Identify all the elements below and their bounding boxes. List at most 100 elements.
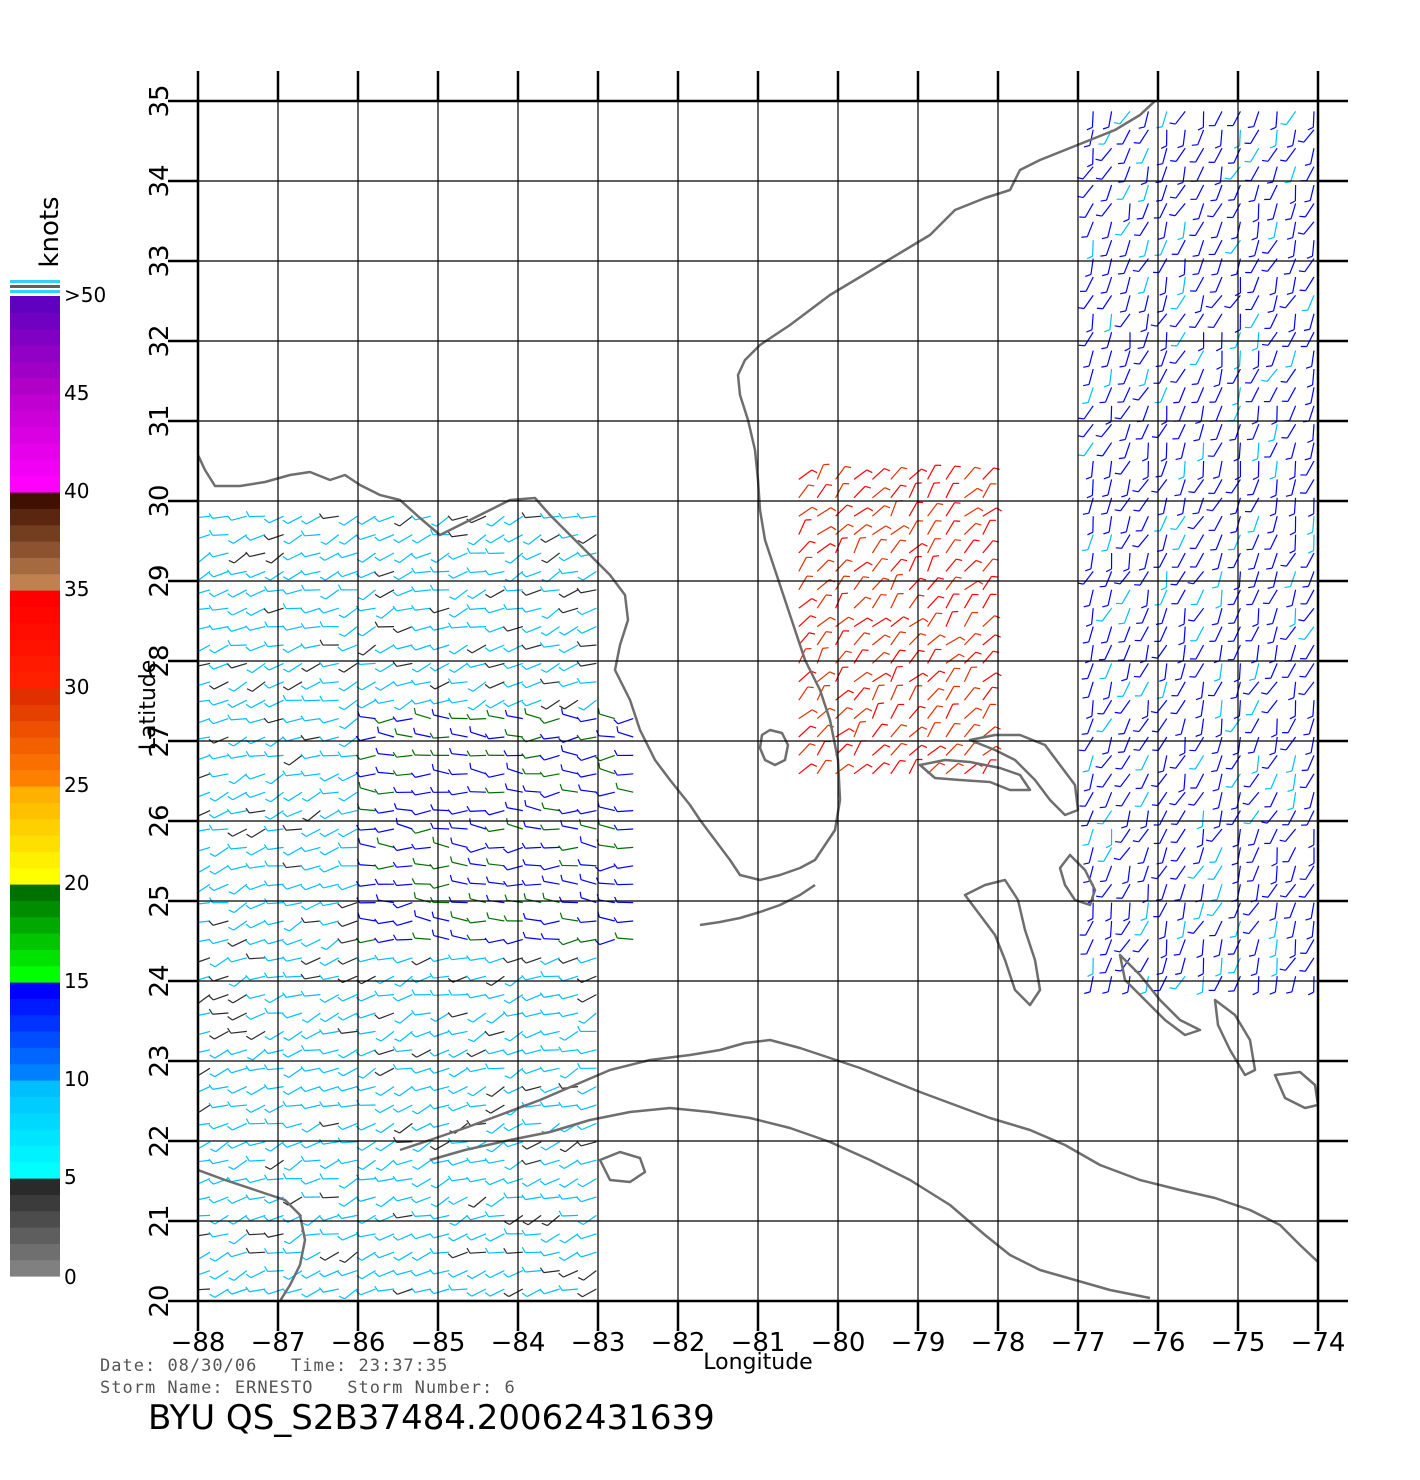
wind-barb: [1250, 313, 1260, 328]
storm-number-label: Storm Number:: [347, 1378, 494, 1398]
wind-barb: [433, 699, 450, 705]
wind-barb: [798, 615, 811, 628]
wind-barb: [1213, 681, 1223, 696]
wind-barb: [471, 1233, 487, 1241]
wind-barb: [396, 773, 413, 777]
wind-barb-flag: [227, 832, 233, 837]
wind-barb: [288, 1067, 303, 1078]
wind-barb-flag: [410, 645, 417, 651]
wind-barb: [1145, 166, 1149, 183]
wind-barb: [945, 483, 954, 499]
wind-barb-flag: [918, 594, 925, 597]
wind-barb-flag: [411, 989, 416, 996]
wind-barb-flag: [539, 1267, 545, 1273]
wind-barb-flag: [541, 802, 545, 809]
wind-barb-flag: [576, 772, 582, 778]
wind-barb: [562, 789, 579, 793]
wind-barb: [945, 723, 956, 738]
wind-barb-flag: [992, 686, 999, 689]
wind-barb-flag: [539, 792, 545, 798]
lon-tick-label: −76: [1131, 1328, 1186, 1358]
wind-barb: [1088, 350, 1094, 367]
wind-barb: [1213, 313, 1223, 328]
wind-barb-flag: [504, 1221, 510, 1226]
wind-barb: [1251, 534, 1260, 550]
wind-barb: [1105, 571, 1113, 587]
wind-barb: [267, 1251, 284, 1255]
wind-barb: [1159, 515, 1168, 532]
wind-barb-flag: [227, 1027, 232, 1034]
wind-barb-flag: [504, 728, 508, 736]
wind-barb: [853, 707, 867, 720]
wind-barb-flag: [484, 1048, 490, 1055]
wind-barb: [1144, 368, 1149, 385]
wind-barb: [871, 762, 885, 775]
wind-barb-flag: [410, 810, 416, 816]
wind-barb-flag: [1215, 347, 1222, 352]
wind-barb: [543, 681, 560, 685]
wind-barb: [1104, 663, 1113, 679]
wind-barb: [1182, 166, 1186, 183]
wind-barb-flag: [392, 903, 398, 909]
wind-barb: [1290, 865, 1297, 882]
wind-barb: [580, 773, 597, 778]
wind-barb-flag: [208, 1231, 214, 1238]
wind-barb-flag: [300, 695, 305, 702]
wind-barb-flag: [1115, 767, 1122, 770]
wind-barb-flag: [226, 626, 232, 632]
wind-barb: [927, 634, 941, 646]
wind-barb-flag: [845, 465, 852, 469]
wind-barb: [1180, 663, 1186, 679]
wind-barb: [361, 1141, 376, 1151]
wind-barb: [1218, 460, 1223, 477]
wind-barb: [231, 662, 247, 669]
axis-ticks: [168, 71, 1348, 1331]
wind-barb-flag: [1085, 476, 1092, 480]
wind-barb: [1124, 424, 1131, 440]
wind-barb: [526, 552, 542, 561]
lat-lon-grid: [197, 100, 1319, 1302]
wind-barb: [488, 736, 505, 740]
wind-barb-flag: [191, 605, 194, 610]
wind-barb: [1120, 221, 1131, 236]
wind-barb: [543, 846, 560, 849]
wind-barb: [286, 902, 303, 907]
wind-barb-flag: [448, 1073, 455, 1078]
wind-barb: [414, 846, 431, 850]
wind-barb-flag: [503, 1192, 508, 1199]
wind-barb-flag: [521, 1246, 526, 1253]
wind-barb-flag: [1286, 292, 1293, 296]
wind-barb: [563, 589, 579, 598]
wind-barb: [379, 552, 395, 562]
wind-barb-flag: [938, 595, 945, 599]
colorbar-segment: [10, 524, 60, 542]
wind-barb: [1256, 644, 1260, 661]
wind-barb-flag: [1268, 439, 1275, 443]
wind-barb-flag: [521, 1159, 527, 1165]
wind-barb-flag: [449, 856, 453, 863]
wind-barb-flag: [283, 1240, 290, 1245]
wind-barb: [212, 828, 229, 831]
wind-barb-flag: [484, 772, 490, 778]
colorbar-label: 40: [64, 479, 89, 503]
wind-barb-flag: [1114, 950, 1121, 953]
wind-barb-flag: [339, 1259, 346, 1264]
wind-barb: [506, 715, 523, 720]
wind-barb: [1272, 608, 1278, 624]
lat-tick-label: 21: [145, 1204, 175, 1237]
wind-barb-flag: [504, 983, 511, 987]
wind-barb: [268, 699, 284, 708]
wind-barb-flag: [263, 972, 269, 979]
wind-barb: [451, 1178, 468, 1182]
wind-barb: [1105, 240, 1113, 256]
wind-barb-flag: [245, 1118, 250, 1125]
wind-barb: [270, 773, 284, 785]
wind-barb: [451, 1288, 468, 1291]
wind-barb: [305, 828, 321, 838]
wind-barb-flag: [829, 616, 836, 621]
wind-barb: [1214, 387, 1223, 403]
wind-barb-flag: [558, 1256, 565, 1261]
wind-barb: [304, 1086, 321, 1093]
wind-barb-flag: [539, 1180, 546, 1186]
